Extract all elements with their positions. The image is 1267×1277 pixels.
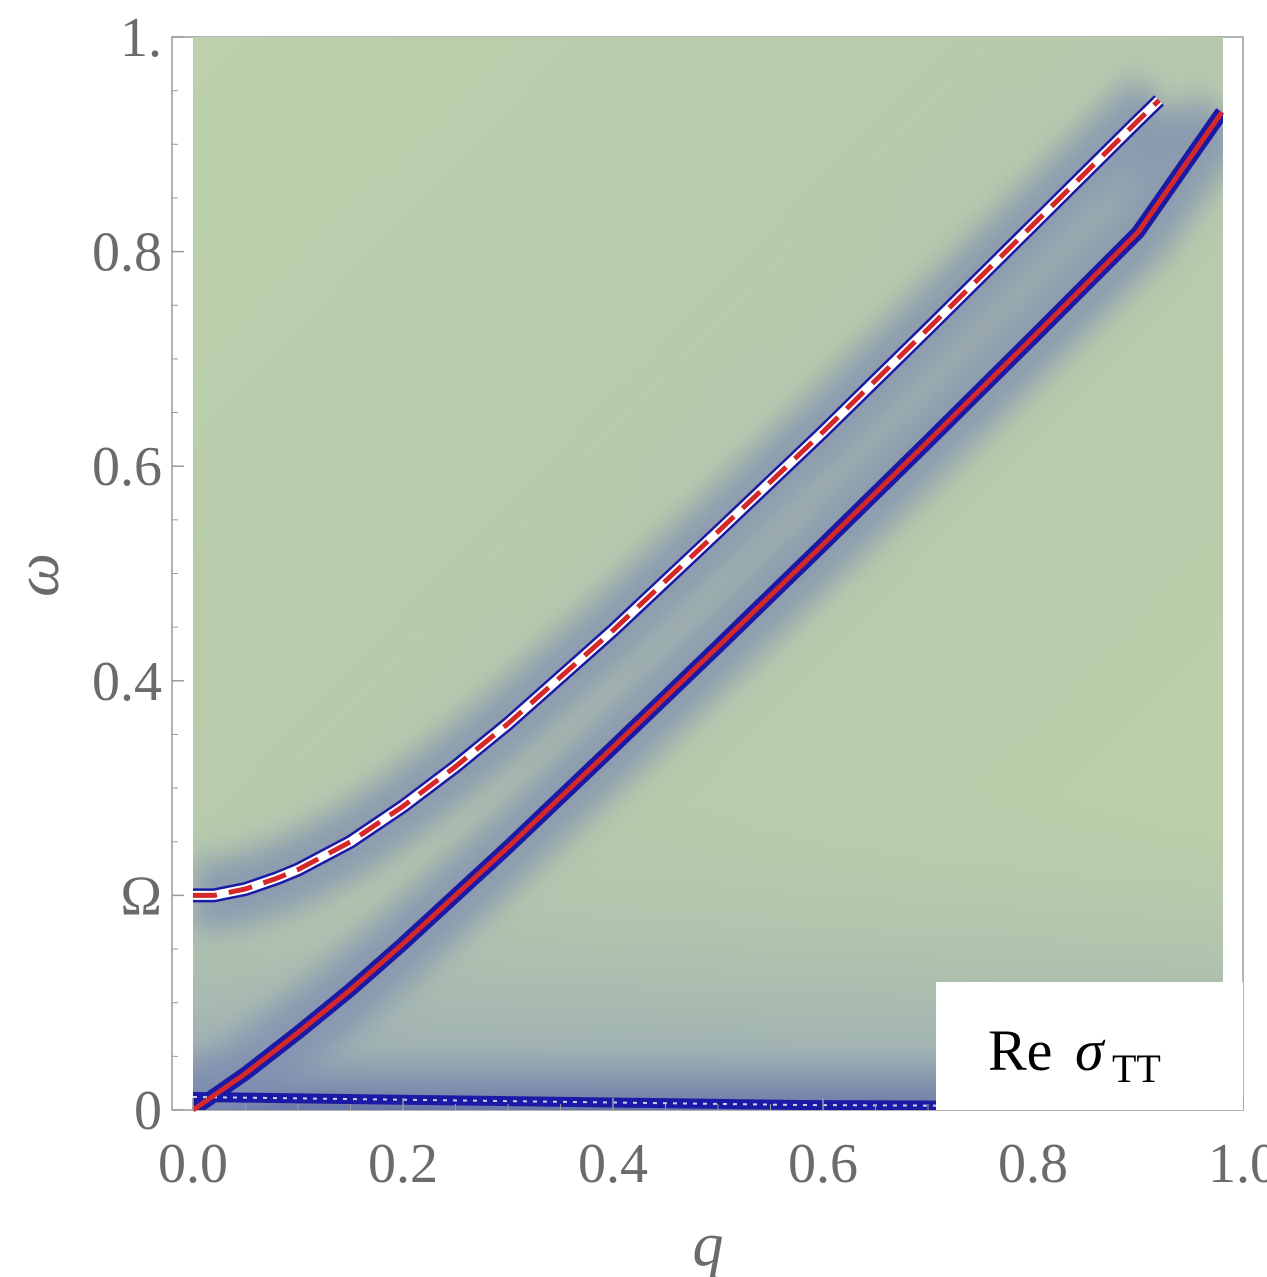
y-tick-labels: 0 Ω 0.4 0.6 0.8 1. — [92, 7, 162, 1142]
heatmap — [193, 37, 1223, 1110]
x-tick-label-0: 0.0 — [158, 1133, 228, 1195]
legend-sigma-symbol: σ — [1075, 1018, 1106, 1083]
legend-subscript: TT — [1112, 1046, 1161, 1091]
x-tick-labels: 0.0 0.2 0.4 0.6 0.8 1.0 — [158, 1133, 1267, 1195]
series-line-1 — [191, 110, 1225, 1113]
legend-box — [936, 982, 1243, 1110]
y-tick-label-4: 0.8 — [92, 222, 162, 284]
y-tick-label-5: 1. — [120, 7, 162, 69]
y-tick-label-0: 0 — [134, 1080, 162, 1142]
series-layer — [191, 98, 1225, 1113]
y-tick-label-2: 0.4 — [92, 651, 162, 713]
y-axis-title: ω — [4, 553, 72, 597]
x-tick-label-2: 0.4 — [578, 1133, 648, 1195]
y-tick-label-1: Ω — [120, 865, 162, 927]
legend-re-text: Re — [988, 1018, 1052, 1083]
y-tick-label-3: 0.6 — [92, 436, 162, 498]
x-tick-label-3: 0.6 — [788, 1133, 858, 1195]
legend: Re σ TT — [936, 982, 1243, 1110]
series-line-0 — [193, 98, 1161, 898]
x-tick-label-5: 1.0 — [1208, 1133, 1267, 1195]
x-tick-label-1: 0.2 — [368, 1133, 438, 1195]
x-tick-label-4: 0.8 — [998, 1133, 1068, 1195]
x-axis-title: q — [693, 1211, 724, 1277]
bottom-peak-ridge-highlight — [193, 1096, 1223, 1108]
